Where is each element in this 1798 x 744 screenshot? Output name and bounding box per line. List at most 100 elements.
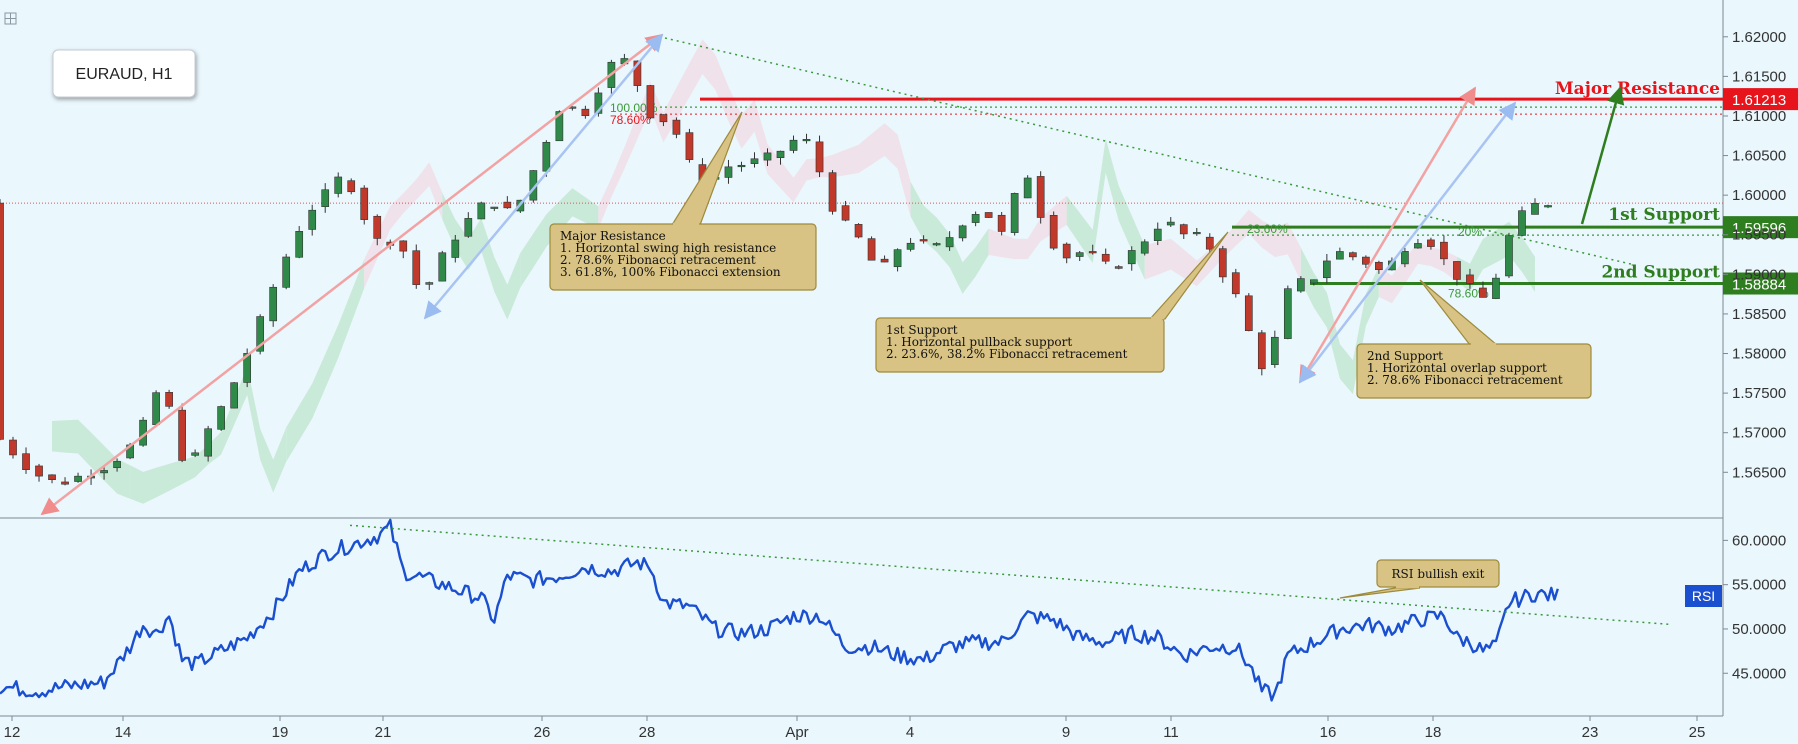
price-axis: 1.62000 1.61500 1.61000 1.60500 1.60000 1.595… xyxy=(1723,29,1786,481)
candle-body xyxy=(230,382,238,409)
price-tick-label: 1.57500 xyxy=(1732,385,1786,402)
candle-body xyxy=(1036,176,1045,218)
candle-body xyxy=(1544,205,1552,208)
candle-body xyxy=(74,475,82,482)
candle-body xyxy=(997,214,1006,232)
callout-line: 1st Support xyxy=(886,323,958,337)
candle-body xyxy=(165,392,173,407)
candle-body xyxy=(1492,277,1500,299)
ichimoku-cloud-segment xyxy=(1144,238,1223,287)
callout-line: RSI bullish exit xyxy=(1392,567,1485,581)
callout-line: 1. Horizontal pullback support xyxy=(886,335,1072,349)
candle-body xyxy=(1323,260,1331,279)
candle-body xyxy=(880,258,889,263)
second-support-badge-bg xyxy=(1723,272,1798,295)
rsi-tick-label: 45.0000 xyxy=(1732,665,1786,682)
price-tick-label: 1.59500 xyxy=(1732,227,1786,244)
candle-body xyxy=(1270,336,1279,365)
time-tick-label: Apr xyxy=(785,724,808,741)
candle-body xyxy=(308,209,317,230)
major-resistance-badge-value: 1.61213 xyxy=(1732,92,1786,109)
candle-body xyxy=(451,239,460,258)
candle-body xyxy=(191,452,199,456)
candle-body xyxy=(1283,288,1292,339)
callout-line: 2. 23.6%, 38.2% Fibonacci retracement xyxy=(886,347,1128,361)
callout-rsi-exit[interactable]: RSI bullish exit xyxy=(1339,559,1500,599)
symbol-label: EURAUD, H1 xyxy=(76,66,173,83)
candle-body xyxy=(659,114,668,123)
ichimoku-cloud-segment xyxy=(754,99,833,203)
candle-body xyxy=(984,212,993,218)
time-tick-label: 12 xyxy=(4,724,21,741)
candle-body xyxy=(48,474,56,480)
rsi-tick-label: 55.0000 xyxy=(1732,577,1786,594)
callout-line: 1. Horizontal overlap support xyxy=(1367,361,1547,375)
rsi-badge[interactable]: RSI xyxy=(1685,585,1722,607)
candle-body xyxy=(1518,210,1526,236)
callout-box xyxy=(1376,559,1500,588)
time-tick-label: 25 xyxy=(1689,724,1706,741)
candle-body xyxy=(724,166,733,178)
time-tick-label: 9 xyxy=(1062,724,1070,741)
candle-body xyxy=(802,139,811,142)
price-tick-label: 1.58500 xyxy=(1732,306,1786,323)
candle-body xyxy=(1505,235,1513,277)
candle-body xyxy=(22,453,30,470)
candle-body xyxy=(1062,243,1071,259)
candle-body xyxy=(360,187,369,220)
candle-body xyxy=(269,286,278,322)
candle-body xyxy=(1257,332,1266,370)
candle-body xyxy=(0,202,4,440)
candle-body xyxy=(282,256,291,288)
major-resistance-badge-bg xyxy=(1723,88,1798,111)
candle-body xyxy=(1336,251,1344,260)
time-tick-label: 19 xyxy=(272,724,289,741)
price-tick-label: 1.60000 xyxy=(1732,187,1786,204)
symbol-label-box[interactable]: EURAUD, H1 xyxy=(52,49,196,98)
ichimoku-cloud-segment xyxy=(832,123,911,217)
candle-body xyxy=(100,470,108,474)
rsi-layer xyxy=(0,518,1673,702)
candle-body xyxy=(1349,252,1357,258)
candle-body xyxy=(1310,279,1318,284)
first-support-badge-value: 1.59596 xyxy=(1732,220,1786,237)
candle-body xyxy=(737,164,746,168)
candle-body xyxy=(204,428,212,457)
candle-body xyxy=(1101,253,1110,262)
second-support-label: 2nd Support xyxy=(1601,263,1720,283)
candle-body xyxy=(1049,215,1058,249)
callout-box xyxy=(875,317,1165,373)
candle-body xyxy=(61,481,69,485)
candle-body xyxy=(1479,287,1487,298)
candle-body xyxy=(906,242,915,250)
callout-line: 2. 78.6% Fibonacci retracement xyxy=(1367,373,1563,387)
rsi-badge-label: RSI xyxy=(1692,588,1715,604)
candle-body xyxy=(9,439,17,456)
candle-body xyxy=(347,180,356,193)
crosshair-icon[interactable] xyxy=(4,12,17,25)
candle-body xyxy=(971,214,980,223)
price-tick-label: 1.59000 xyxy=(1732,266,1786,283)
candle-body xyxy=(1114,266,1123,269)
candle-body xyxy=(217,406,225,430)
candle-body xyxy=(1179,224,1188,235)
candle-body xyxy=(1231,272,1240,295)
first-support-badge-bg xyxy=(1723,216,1798,239)
candle-body xyxy=(646,85,655,119)
fib-swing-arrow-blue-1 xyxy=(423,33,664,320)
fib-swing-arrow-blue-2 xyxy=(1298,101,1517,384)
candle-body xyxy=(841,205,850,221)
price-tick-label: 1.58000 xyxy=(1732,346,1786,363)
candle-body xyxy=(1166,221,1175,226)
candle-body xyxy=(854,224,863,238)
time-tick-label: 4 xyxy=(906,724,914,741)
candle-body xyxy=(542,141,551,172)
candle-body xyxy=(438,252,447,282)
rsi-line xyxy=(0,518,1559,702)
rsi-axis: 60.0000 55.0000 50.0000 45.0000 xyxy=(1723,532,1786,682)
